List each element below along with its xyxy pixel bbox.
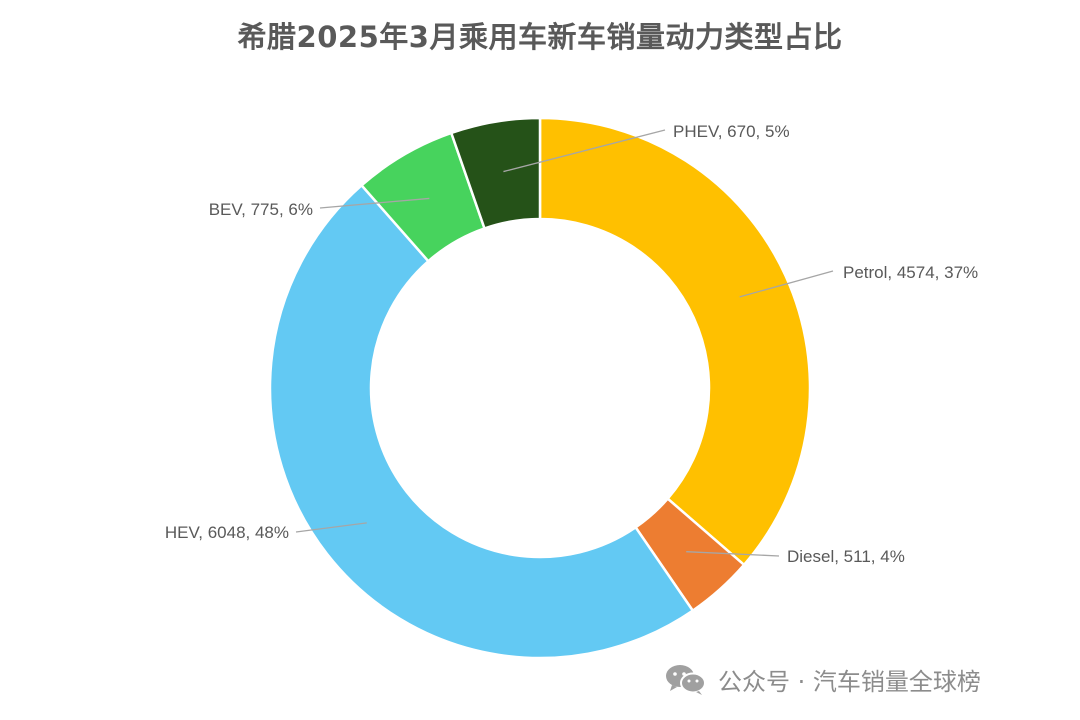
data-label-petrol: Petrol, 4574, 37%	[843, 263, 978, 282]
slice-group	[268, 116, 812, 660]
leader-line-phev	[503, 129, 666, 173]
leader-line-bev	[319, 197, 430, 209]
leader-line-diesel	[686, 551, 780, 557]
slice-petrol	[538, 116, 812, 567]
chart-title: 希腊2025年3月乘用车新车销量动力类型占比	[237, 20, 843, 54]
leader-line-petrol	[739, 270, 834, 298]
watermark-text: 公众号 · 汽车销量全球榜	[718, 667, 981, 696]
data-label-hev: HEV, 6048, 48%	[165, 523, 289, 542]
slice-hev	[268, 183, 695, 660]
watermark: 公众号 · 汽车销量全球榜	[664, 662, 981, 696]
data-label-phev: PHEV, 670, 5%	[673, 122, 790, 141]
leader-line-hev	[295, 522, 367, 533]
data-label-group: Petrol, 4574, 37% Diesel, 511, 4% HEV, 604…	[165, 122, 978, 566]
slice-phev	[449, 116, 542, 230]
wechat-icon	[666, 665, 706, 695]
data-label-diesel: Diesel, 511, 4%	[787, 547, 905, 566]
leader-line-group	[295, 129, 834, 557]
data-label-bev: BEV, 775, 6%	[209, 200, 313, 219]
